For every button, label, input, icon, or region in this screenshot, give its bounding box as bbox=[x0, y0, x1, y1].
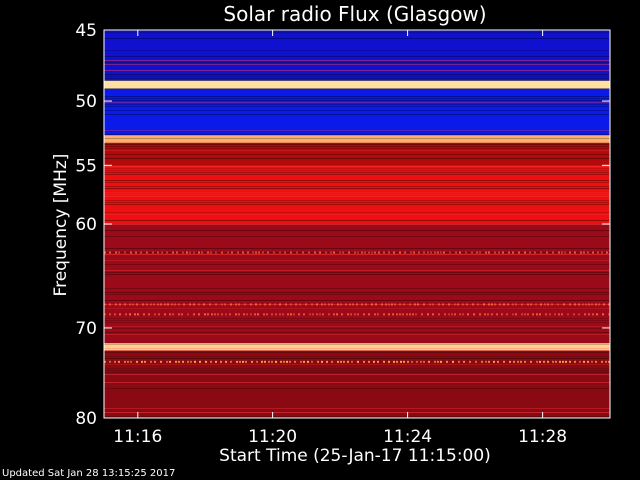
frequency-band-7 bbox=[104, 343, 610, 351]
frequency-band-5 bbox=[104, 165, 610, 224]
y-tick-label-2: 55 bbox=[75, 156, 97, 176]
x-tick-label-3: 11:28 bbox=[518, 427, 567, 447]
y-tick-label-1: 50 bbox=[75, 92, 97, 112]
frequency-band-3 bbox=[104, 135, 610, 143]
frequency-band-8 bbox=[104, 350, 610, 418]
y-tick-label-5: 80 bbox=[75, 409, 97, 429]
y-tick-label-0: 45 bbox=[75, 21, 97, 41]
x-axis-label: Start Time (25-Jan-17 11:15:00) bbox=[219, 446, 491, 466]
frequency-band-2 bbox=[104, 88, 610, 136]
x-axis: 11:16 11:20 11:24 11:28 bbox=[113, 30, 567, 447]
x-tick-label-2: 11:24 bbox=[383, 427, 432, 447]
frequency-band-1 bbox=[104, 80, 610, 89]
frequency-band-0 bbox=[104, 30, 610, 81]
spectrogram-texture bbox=[104, 30, 610, 417]
x-tick-label-0: 11:16 bbox=[113, 427, 162, 447]
y-axis-label: Frequency [MHz] bbox=[51, 154, 71, 297]
chart-title: Solar radio Flux (Glasgow) bbox=[223, 2, 486, 26]
y-tick-label-3: 60 bbox=[75, 215, 97, 235]
frequency-band-6 bbox=[104, 224, 610, 344]
y-axis: 45 50 55 60 70 80 bbox=[75, 21, 610, 429]
frequency-band-4 bbox=[104, 142, 610, 166]
y-tick-label-4: 70 bbox=[75, 319, 97, 339]
spectrogram-plot-area bbox=[103, 29, 611, 419]
x-tick-label-1: 11:20 bbox=[248, 427, 297, 447]
updated-timestamp: Updated Sat Jan 28 13:15:25 2017 bbox=[2, 468, 176, 479]
